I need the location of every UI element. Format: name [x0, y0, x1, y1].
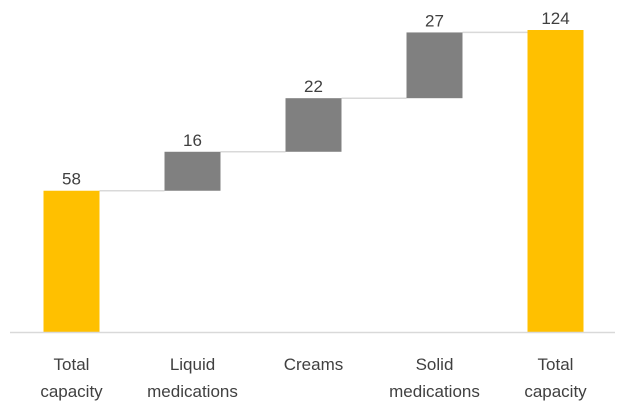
x-tick-label-line: Total — [538, 355, 574, 374]
data-label: 16 — [183, 131, 202, 150]
increase-bar — [285, 98, 342, 152]
x-tick-label: Total capacity — [524, 355, 587, 401]
x-tick-label: Creams — [284, 355, 344, 374]
x-tick-label-line: medications — [147, 382, 238, 401]
total-bar — [43, 190, 100, 332]
x-tick-label-line: Total — [54, 355, 90, 374]
x-tick-label: Solid medications — [389, 355, 480, 401]
x-tick-label-line: Liquid — [170, 355, 215, 374]
x-tick-label-line: capacity — [40, 382, 103, 401]
increase-bar — [406, 32, 463, 99]
x-tick-label-line: Solid — [416, 355, 454, 374]
data-label: 58 — [62, 170, 81, 189]
data-label: 22 — [304, 77, 323, 96]
data-label: 124 — [541, 9, 569, 28]
x-tick-label: Liquid medications — [147, 355, 238, 401]
x-tick-label-line: capacity — [524, 382, 587, 401]
x-tick-label-line: Creams — [284, 355, 344, 374]
total-bar — [527, 30, 584, 332]
increase-bar — [164, 151, 221, 191]
x-tick-label: Total capacity — [40, 355, 103, 401]
x-tick-label-line: medications — [389, 382, 480, 401]
data-label: 27 — [425, 11, 444, 30]
